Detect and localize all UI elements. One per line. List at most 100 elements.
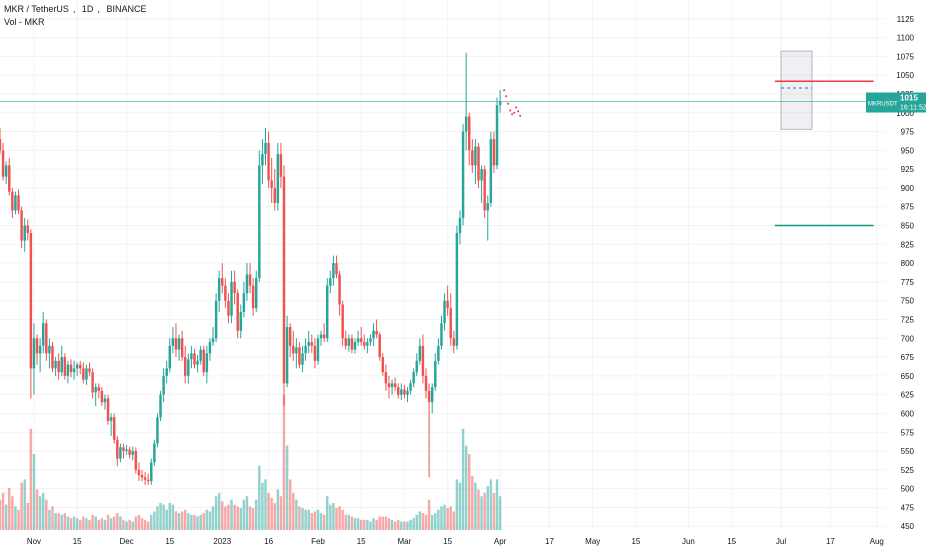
- volume-bar: [193, 514, 196, 530]
- legend-title[interactable]: MKR / TetherUS, 1D, BINANCE: [4, 4, 150, 14]
- indicator-name: Vol - MKR: [4, 17, 45, 27]
- volume-bar: [319, 513, 323, 530]
- volume-bar: [384, 516, 388, 530]
- volume-bars: [0, 395, 502, 530]
- candle-body: [106, 398, 110, 421]
- price-tick-label: 825: [901, 240, 915, 249]
- candle-body: [119, 447, 122, 459]
- candle-body: [427, 390, 431, 403]
- volume-bar: [236, 506, 239, 530]
- candle-body: [304, 345, 307, 354]
- candle-body: [322, 334, 326, 339]
- volume-bar: [146, 521, 150, 530]
- volume-bar: [72, 516, 76, 530]
- interval: 1D: [81, 4, 94, 14]
- volume-bar: [316, 509, 320, 530]
- candle-body: [23, 225, 26, 241]
- candle-body: [109, 417, 113, 421]
- volume-bar: [54, 513, 57, 530]
- candle-body: [75, 364, 79, 369]
- volume-bar: [406, 521, 409, 530]
- candle-body: [295, 347, 298, 354]
- volume-bar: [412, 518, 415, 530]
- volume-bar: [0, 499, 2, 530]
- candle-body: [174, 338, 178, 350]
- price-tick-label: 625: [901, 391, 915, 400]
- volume-bar: [17, 509, 20, 530]
- candle-body: [41, 323, 45, 346]
- candle-body: [424, 375, 428, 391]
- candle-body: [455, 233, 459, 346]
- candle-body: [350, 338, 354, 350]
- candle-body: [125, 449, 128, 452]
- drawing-zone: [780, 50, 813, 130]
- volume-bar: [276, 489, 280, 530]
- volume-bar: [366, 519, 369, 530]
- candle-body: [29, 233, 33, 369]
- candle-body: [390, 383, 394, 388]
- candle-body: [480, 169, 483, 181]
- candle-body: [217, 278, 221, 301]
- candle-body: [344, 338, 347, 346]
- volume-bar: [258, 465, 261, 530]
- time-tick-label: 15: [631, 537, 640, 546]
- candle-body: [168, 345, 172, 369]
- candle-body: [282, 176, 286, 384]
- candle-body: [137, 469, 141, 476]
- candle-body: [171, 338, 175, 346]
- price-tick-label: 925: [901, 165, 915, 174]
- time-tick-label: Jun: [682, 537, 695, 546]
- candle-body: [279, 154, 283, 177]
- candle-body: [199, 349, 202, 361]
- volume-bar: [171, 504, 175, 530]
- price-tick-label: 800: [901, 259, 915, 268]
- candle-body: [489, 139, 493, 203]
- price-tag-countdown: 16:11:52: [900, 104, 927, 111]
- projection-dot: [509, 109, 512, 112]
- candle-body: [267, 142, 270, 181]
- candle-body: [384, 372, 388, 384]
- candle-body: [202, 349, 205, 373]
- legend-indicator[interactable]: Vol - MKR: [4, 17, 49, 27]
- volume-bar: [363, 519, 366, 530]
- volume-bar: [248, 506, 252, 530]
- candle-body: [54, 360, 57, 369]
- candle-body: [69, 364, 73, 373]
- candle-body: [400, 389, 403, 395]
- volume-bar: [424, 514, 428, 530]
- candle-body: [437, 345, 440, 361]
- volume-bar: [79, 519, 82, 530]
- candle-body: [270, 180, 273, 188]
- candle-body: [258, 165, 261, 279]
- legend-sep-1: ,: [72, 4, 76, 14]
- candle-body: [193, 353, 196, 365]
- projection-dot: [517, 110, 520, 113]
- volume-bar: [304, 509, 307, 530]
- candle-body: [375, 330, 378, 335]
- candle-body: [214, 300, 218, 339]
- volume-bar: [125, 521, 128, 530]
- volume-bar: [409, 519, 412, 530]
- volume-bar: [208, 511, 212, 530]
- price-tick-label: 450: [901, 522, 915, 531]
- legend-sep-2: ,: [97, 4, 100, 14]
- volume-bar: [403, 521, 406, 530]
- volume-bar: [82, 516, 85, 530]
- candle-body: [440, 323, 443, 346]
- volume-bar: [285, 445, 289, 530]
- volume-bar: [75, 518, 79, 530]
- price-tick-label: 500: [901, 485, 915, 494]
- time-tick-label: 2023: [213, 537, 231, 546]
- time-tick-label: 15: [443, 537, 452, 546]
- candle-body: [94, 387, 97, 393]
- candle-body: [14, 195, 17, 211]
- volume-bar: [397, 519, 400, 530]
- candle-body: [60, 357, 63, 373]
- candle-body: [159, 394, 162, 418]
- volume-bar: [295, 499, 298, 530]
- volume-bar: [390, 519, 394, 530]
- volume-bar: [187, 513, 190, 530]
- candle-body: [251, 285, 255, 309]
